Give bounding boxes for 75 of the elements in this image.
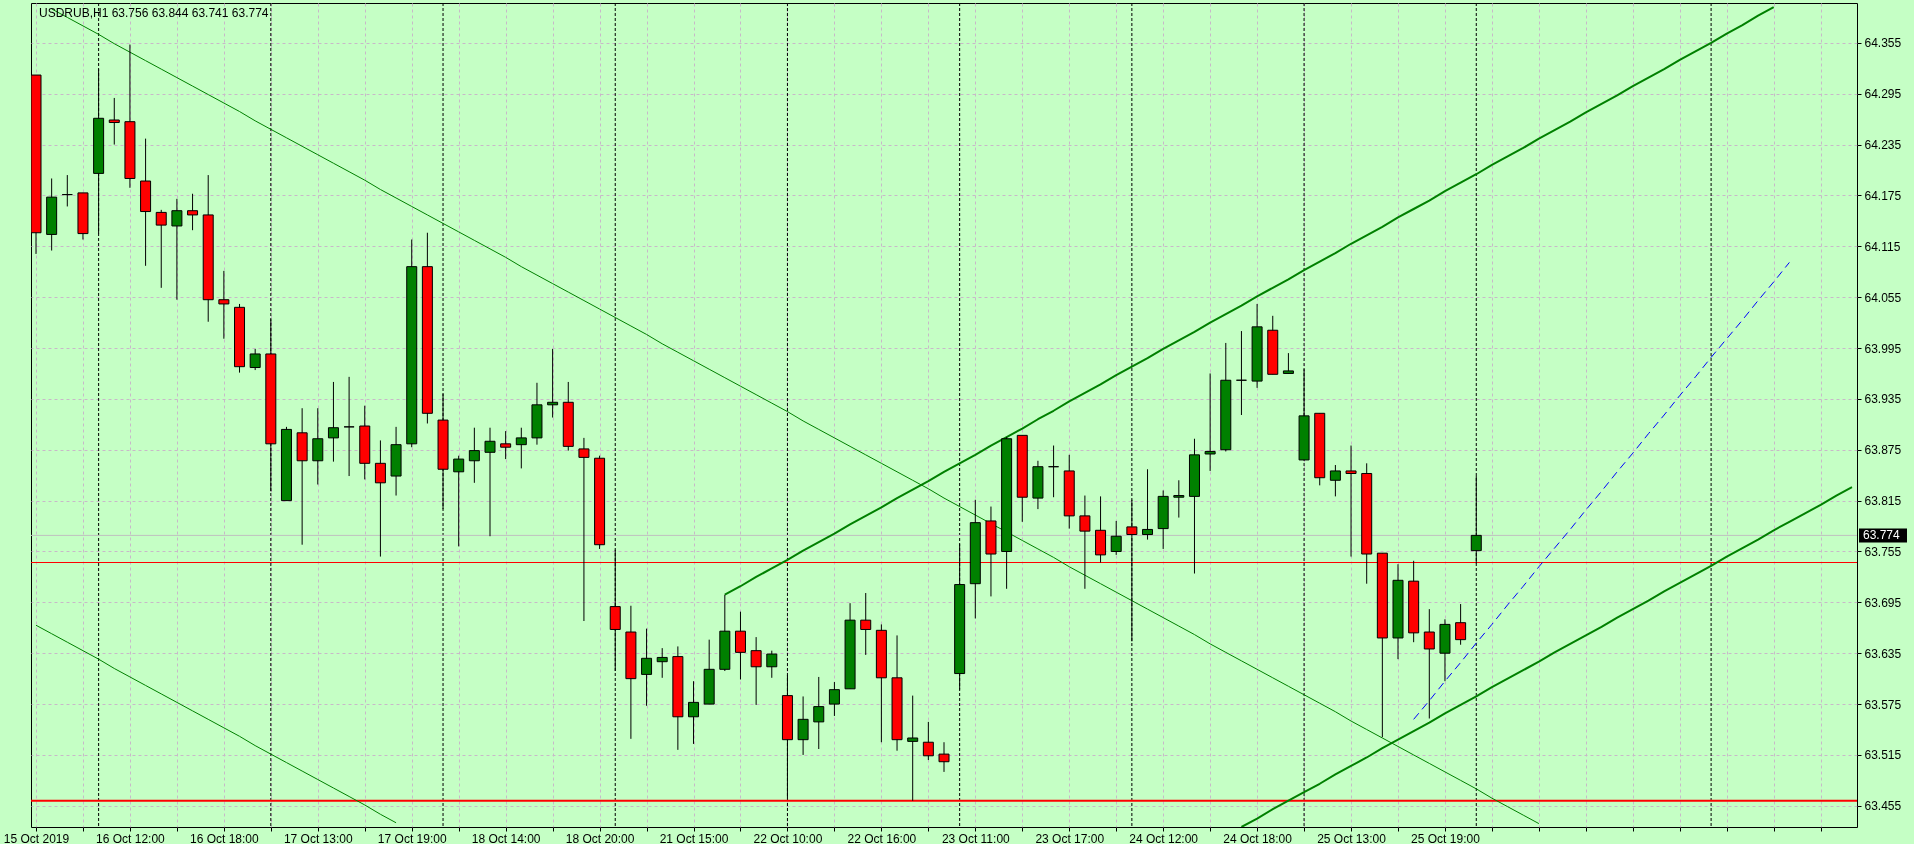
x-tick-label: 17 Oct 19:00 — [377, 831, 447, 846]
candlestick — [218, 270, 230, 340]
x-tick-label: 24 Oct 18:00 — [1223, 831, 1293, 846]
candlestick — [61, 174, 73, 207]
candlestick — [453, 455, 465, 547]
candlestick — [828, 681, 840, 717]
y-tick-label: 64.295 — [1864, 87, 1902, 102]
y-tick-label: 63.995 — [1864, 341, 1902, 356]
candlestick — [1329, 464, 1341, 497]
candlestick — [688, 680, 700, 745]
candlestick — [734, 611, 746, 680]
candlestick — [1455, 603, 1467, 646]
candlestick — [312, 407, 324, 486]
y-tick-label: 64.235 — [1864, 138, 1902, 153]
candlestick — [766, 650, 778, 679]
x-tick-label: 25 Oct 13:00 — [1317, 831, 1387, 846]
candlestick — [938, 741, 950, 773]
candlestick — [907, 695, 919, 802]
candlestick — [1423, 608, 1435, 719]
y-tick-label: 63.515 — [1864, 748, 1902, 763]
y-tick-label: 63.455 — [1864, 799, 1902, 814]
candlestick — [860, 592, 872, 656]
y-tick-label: 63.815 — [1864, 494, 1902, 509]
candlestick — [171, 198, 183, 301]
candlestick — [327, 381, 339, 463]
x-tick-label: 21 Oct 15:00 — [659, 831, 729, 846]
x-tick-label: 25 Oct 19:00 — [1411, 831, 1481, 846]
x-tick-label: 23 Oct 17:00 — [1035, 831, 1105, 846]
candlestick — [656, 647, 668, 679]
x-tick-label: 22 Oct 16:00 — [847, 831, 917, 846]
x-tick-label: 23 Oct 11:00 — [941, 831, 1011, 846]
ref-line-label: 63.774 — [1863, 528, 1901, 543]
candlestick — [187, 193, 199, 231]
y-tick-label: 63.695 — [1864, 595, 1902, 610]
y-tick-label: 63.755 — [1864, 544, 1902, 559]
candlestick — [750, 636, 762, 706]
x-tick-label: 18 Oct 20:00 — [565, 831, 635, 846]
candlestick — [1142, 468, 1154, 541]
candlestick — [1173, 479, 1185, 519]
candlestick — [108, 97, 120, 146]
y-tick-label: 63.635 — [1864, 646, 1902, 661]
candlestick — [813, 676, 825, 750]
x-tick-label: 16 Oct 18:00 — [190, 831, 260, 846]
candlestick — [155, 209, 167, 289]
candlestick — [343, 376, 355, 477]
candlestick — [641, 628, 653, 707]
candlestick — [797, 695, 809, 756]
x-tick-label: 24 Oct 12:00 — [1129, 831, 1199, 846]
candlestick — [1345, 445, 1357, 558]
candlestick — [922, 721, 934, 761]
candlestick — [500, 430, 512, 460]
x-tick-label: 22 Oct 10:00 — [753, 831, 823, 846]
x-tick-label: 16 Oct 12:00 — [96, 831, 166, 846]
candlestick — [515, 427, 527, 469]
y-tick-label: 64.055 — [1864, 290, 1902, 305]
y-tick-label: 63.575 — [1864, 697, 1902, 712]
candlestick — [468, 427, 480, 484]
candlestick — [484, 427, 496, 537]
candlestick — [1282, 352, 1294, 374]
line-series — [1413, 261, 1790, 720]
x-tick-label: 18 Oct 14:00 — [471, 831, 541, 846]
candlestick — [1235, 330, 1247, 416]
candlestick — [1110, 520, 1122, 556]
y-tick-label: 64.115 — [1864, 239, 1901, 254]
candlestick — [1048, 445, 1060, 498]
y-tick-label: 63.875 — [1864, 443, 1902, 458]
candlestick — [1204, 372, 1216, 472]
candlestick — [374, 439, 386, 558]
y-tick-label: 64.355 — [1864, 36, 1902, 51]
line-series — [35, 624, 397, 824]
x-tick-label: 17 Oct 13:00 — [283, 831, 353, 846]
x-tick-label: 15 Oct 2019 — [3, 831, 70, 846]
y-tick-label: 63.935 — [1864, 392, 1902, 407]
candlestick — [249, 348, 261, 371]
y-tick-label: 64.175 — [1864, 188, 1902, 203]
